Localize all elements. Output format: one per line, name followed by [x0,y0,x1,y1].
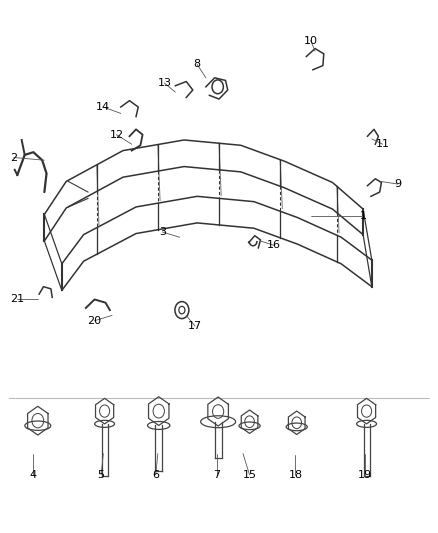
Text: 11: 11 [376,139,390,149]
Text: 6: 6 [152,470,159,480]
Text: 17: 17 [188,321,202,331]
Text: 5: 5 [98,470,105,480]
Text: 14: 14 [96,102,110,112]
Text: 13: 13 [157,78,171,88]
Text: 4: 4 [30,470,37,480]
Text: 1: 1 [360,211,367,221]
Text: 15: 15 [243,470,257,480]
Text: 18: 18 [288,470,303,480]
Text: 16: 16 [267,240,281,250]
Text: 10: 10 [304,36,318,45]
Text: 3: 3 [159,227,166,237]
Text: 7: 7 [213,470,220,480]
Text: 2: 2 [10,152,18,163]
Text: 20: 20 [88,316,102,326]
Text: 9: 9 [395,179,402,189]
Text: 19: 19 [358,470,372,480]
Text: 12: 12 [110,130,124,140]
Text: 8: 8 [194,60,201,69]
Text: 21: 21 [10,294,25,304]
